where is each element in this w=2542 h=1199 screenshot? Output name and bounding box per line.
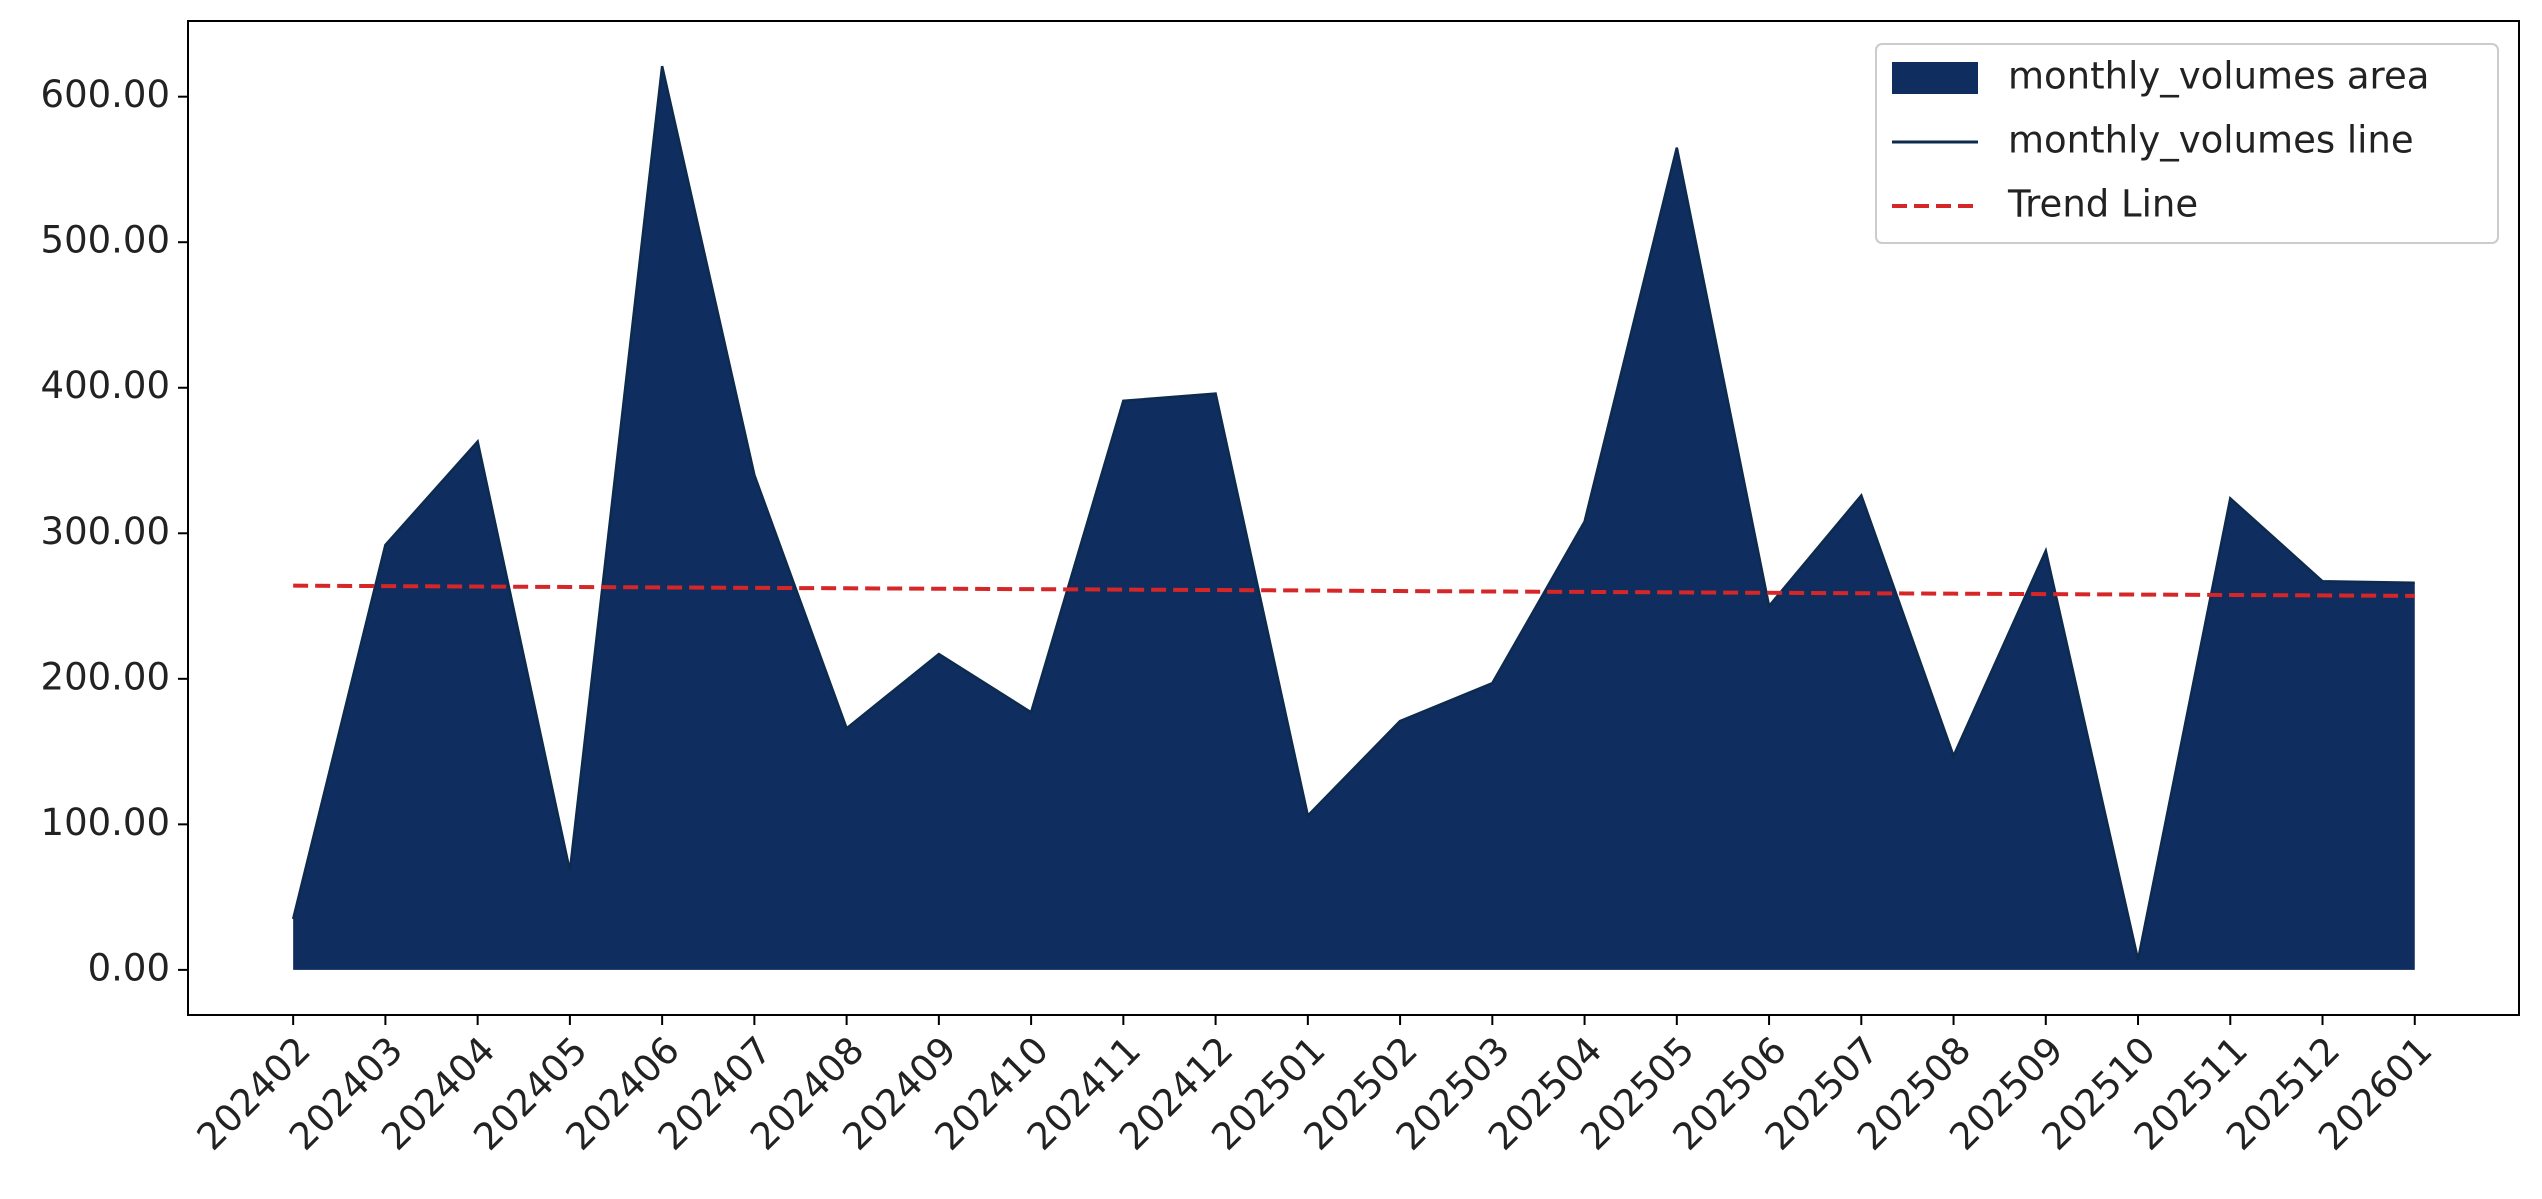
legend-box xyxy=(1875,43,2499,244)
y-tick-label: 600.00 xyxy=(41,73,170,116)
plot-frame xyxy=(187,20,2520,1016)
legend-label: monthly_volumes area xyxy=(2008,55,2429,98)
legend-label: Trend Line xyxy=(2007,183,2198,226)
line xyxy=(291,65,2415,960)
y-tick-label: 500.00 xyxy=(41,219,170,262)
trend-line xyxy=(293,583,2415,598)
y-tick-label: 400.00 xyxy=(41,364,170,407)
y-tick-label: 100.00 xyxy=(41,801,170,844)
y-tick-label: 0.00 xyxy=(88,946,170,989)
area xyxy=(293,66,2415,970)
y-tick-label: 300.00 xyxy=(41,510,170,553)
legend-swatch xyxy=(1892,62,1978,94)
legend-label: monthly_volumes line xyxy=(2008,119,2414,162)
y-tick-label: 200.00 xyxy=(41,655,170,698)
